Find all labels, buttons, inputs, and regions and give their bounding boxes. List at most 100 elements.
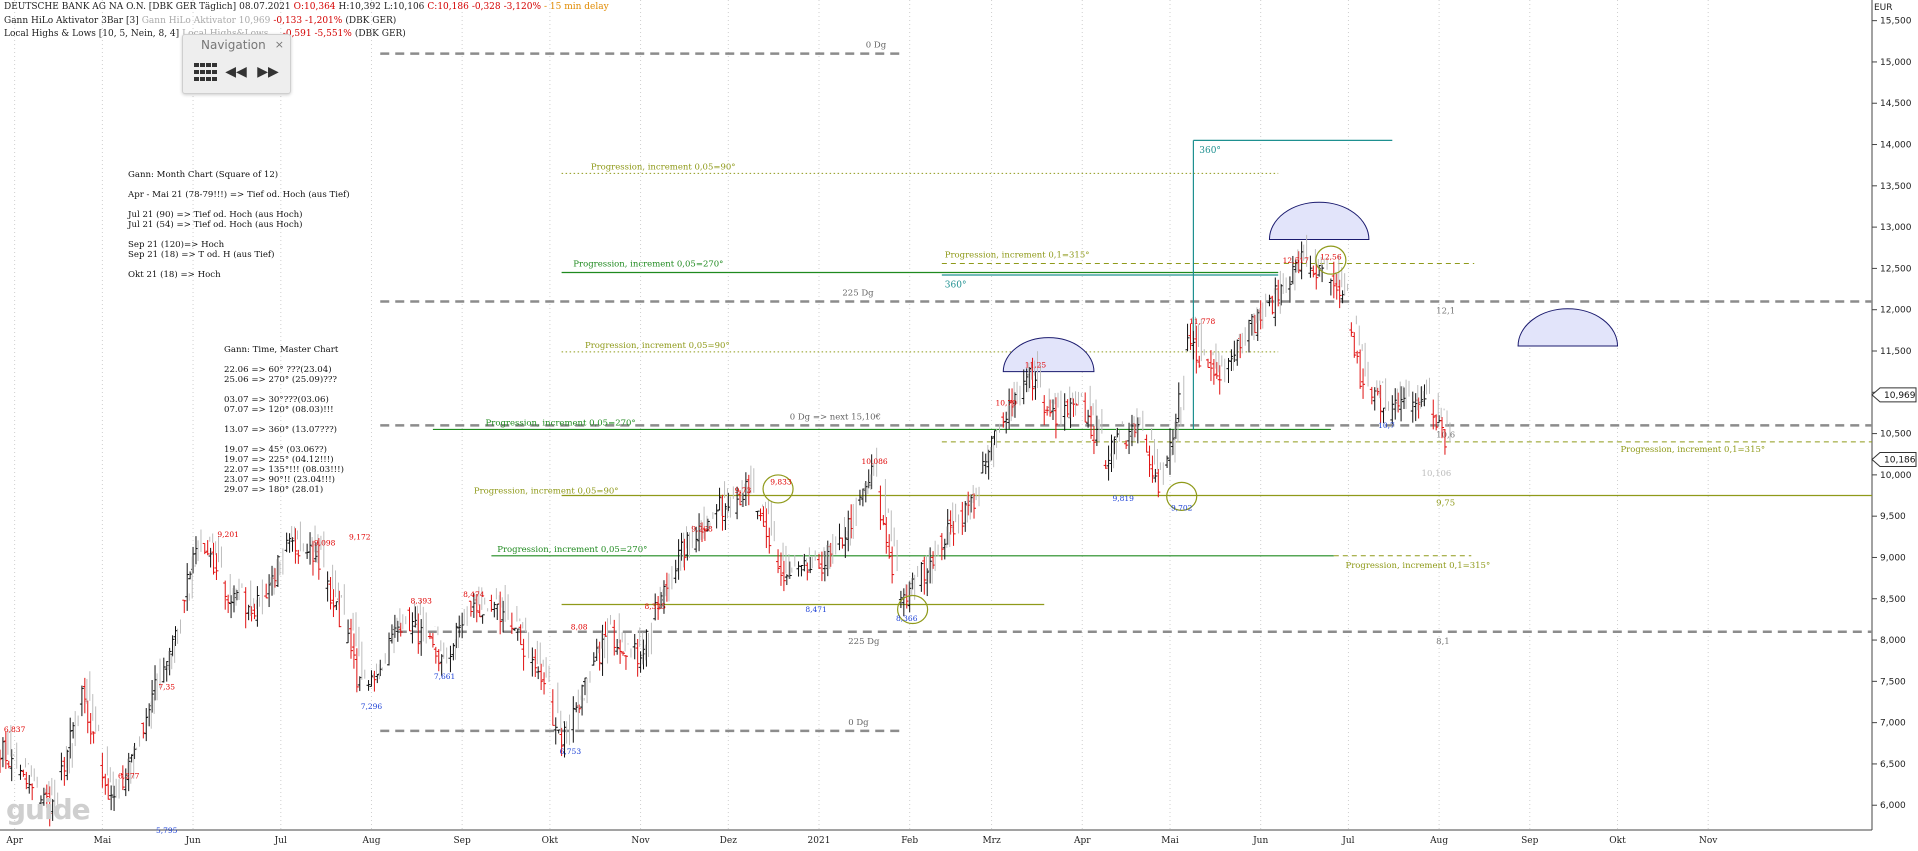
note-line: 19.07 => 225° (04.12!!!) — [224, 455, 334, 465]
x-tick-label: 2021 — [808, 836, 831, 846]
y-tick-label: 8,500 — [1880, 595, 1906, 605]
level-value-label: 10,6 — [1436, 430, 1455, 440]
y-tick-label: 6,500 — [1880, 760, 1906, 770]
grid-menu-icon[interactable] — [191, 61, 217, 83]
local-high-label: 7,35 — [158, 683, 175, 692]
local-low-label: 8,471 — [805, 605, 826, 614]
note-line — [128, 230, 350, 240]
indicator-change-gann: -0,133 -1,201% — [273, 16, 343, 26]
note-line: 23.07 => 90°!! (23.04!!!) — [224, 475, 336, 485]
note-line — [224, 415, 344, 425]
note-line: 13.07 => 360° (13.07???) — [224, 425, 338, 435]
y-tick-label: 13,500 — [1880, 182, 1912, 192]
quote-date: 08.07.2021 — [239, 2, 291, 12]
local-high-label: 8,393 — [410, 597, 432, 606]
note-line: 07.07 => 120° (08.03)!!! — [224, 405, 334, 415]
x-tick-label: Apr — [1073, 836, 1091, 846]
local-low-label: 7,296 — [361, 702, 383, 711]
note-line: 25.06 => 270° (25.09)??? — [224, 375, 338, 385]
x-tick-label: Mai — [94, 836, 112, 846]
quote-high: H:10,392 — [338, 2, 381, 12]
local-high-label: 8,325 — [644, 602, 666, 611]
indicator-name-locals: Local Highs & Lows [10, 5, Nein, 8, 4] — [4, 29, 180, 39]
header-line-2: Gann HiLo Aktivator 3Bar [3] Gann HiLo Ak… — [4, 16, 399, 26]
time-arc-semicircle — [1268, 201, 1370, 241]
note-line — [128, 200, 350, 210]
gann-level-label: 225 Dg — [848, 637, 880, 647]
x-tick-label: Okt — [1609, 836, 1626, 846]
teal-360-label: 360° — [1199, 146, 1221, 156]
local-high-label: 8,474 — [463, 590, 485, 599]
note-line — [224, 435, 344, 445]
gann-level-label: 0 Dg — [848, 718, 869, 728]
local-low-label: 8,366 — [896, 614, 918, 623]
gann-level-label: 225 Dg — [842, 288, 874, 298]
quote-delay: - 15 min delay — [544, 2, 609, 12]
note-line — [128, 260, 350, 270]
local-low-label: 9,819 — [1112, 494, 1134, 503]
local-high-label: 6,837 — [4, 725, 26, 734]
y-tick-label: 9,000 — [1880, 553, 1906, 563]
local-high-label: 6,277 — [118, 771, 140, 780]
y-tick-label: 6,000 — [1880, 801, 1906, 811]
y-tick-label: 11,500 — [1880, 347, 1912, 357]
y-tick-label: 15,500 — [1880, 17, 1912, 27]
y-tick-label: 10,000 — [1880, 471, 1912, 481]
level-value-label: 9,75 — [1436, 499, 1455, 509]
y-tick-label: 14,000 — [1880, 141, 1912, 151]
y-tick-label: 12,500 — [1880, 264, 1912, 274]
x-tick-label: Mrz — [982, 836, 1001, 846]
y-tick-label: 13,000 — [1880, 223, 1912, 233]
x-tick-label: Feb — [901, 836, 918, 846]
x-tick-label: Jun — [184, 836, 200, 846]
x-tick-label: Aug — [1429, 836, 1448, 846]
watermark-logo: guide — [6, 793, 91, 826]
close-icon[interactable]: × — [274, 38, 284, 51]
pivot-circle — [1315, 245, 1347, 275]
y-tick-label: 10,500 — [1880, 430, 1912, 440]
note-line: 19.07 => 45° (03.06??) — [224, 445, 327, 455]
instrument-name: DEUTSCHE BANK AG NA O.N. [DBK GER Täglic… — [4, 2, 237, 12]
local-high-label: 9,098 — [314, 538, 336, 547]
x-tick-label: Dez — [720, 836, 738, 846]
y-tick-label: 8,000 — [1880, 636, 1906, 646]
note-line: 03.07 => 30°???(03.06) — [224, 395, 329, 405]
note-line: 22.06 => 60° ???(23.04) — [224, 365, 332, 375]
x-tick-label: Okt — [542, 836, 559, 846]
note-line: Jul 21 (54) => Tief od. Hoch (aus Hoch) — [128, 220, 303, 230]
note-line: Jul 21 (90) => Tief od. Hoch (aus Hoch) — [128, 210, 303, 220]
rewind-icon[interactable]: ◀◀ — [225, 64, 247, 80]
x-tick-label: Jul — [1341, 836, 1354, 846]
note-line: Gann: Month Chart (Square of 12) — [128, 170, 279, 180]
indicator-change-locals: -0,591 -5,551% — [282, 29, 352, 39]
price-tag-label: 10,186 — [1884, 456, 1916, 466]
hilo-activator-bars — [4, 234, 1451, 814]
local-high-label: 9,172 — [349, 532, 371, 541]
navigation-panel[interactable]: Navigation × ◀◀ ▶▶ — [182, 34, 291, 94]
header-line-1: DEUTSCHE BANK AG NA O.N. [DBK GER Täglic… — [4, 2, 612, 12]
local-high-label: 11,778 — [1189, 317, 1215, 326]
local-low-label: 5,795 — [156, 826, 178, 835]
indicator-value-gann: Gann HiLo Aktivator 10,969 — [141, 16, 271, 26]
indicator-name-gann: Gann HiLo Aktivator 3Bar [3] — [4, 16, 139, 26]
note-line: 29.07 => 180° (28.01) — [224, 485, 324, 495]
local-low-label: 7,661 — [434, 672, 455, 681]
time-arc-semicircle — [1002, 337, 1095, 373]
gann-month-chart-note: Gann: Month Chart (Square of 12) Apr - M… — [128, 170, 350, 280]
fast-forward-icon[interactable]: ▶▶ — [257, 64, 279, 80]
x-tick-label: Sep — [454, 836, 471, 846]
level-value-label: 8,1 — [1436, 637, 1450, 647]
progression-label: Progression, increment 0,05=90° — [474, 487, 619, 497]
x-tick-label: Mai — [1161, 836, 1179, 846]
quote-open: O:10,364 — [293, 2, 336, 12]
x-tick-label: Jun — [1252, 836, 1268, 846]
pivot-circle — [762, 474, 794, 504]
note-line: Okt 21 (18) => Hoch — [128, 270, 221, 280]
note-line: 22.07 => 135°!!! (08.03!!!) — [224, 465, 344, 475]
teal-360-label: 360° — [945, 280, 967, 290]
note-line: Sep 21 (120)=> Hoch — [128, 240, 225, 250]
y-tick-label: 9,500 — [1880, 512, 1906, 522]
local-high-label: 9,833 — [770, 478, 792, 487]
gann-level-label: 0 Dg — [866, 41, 887, 51]
